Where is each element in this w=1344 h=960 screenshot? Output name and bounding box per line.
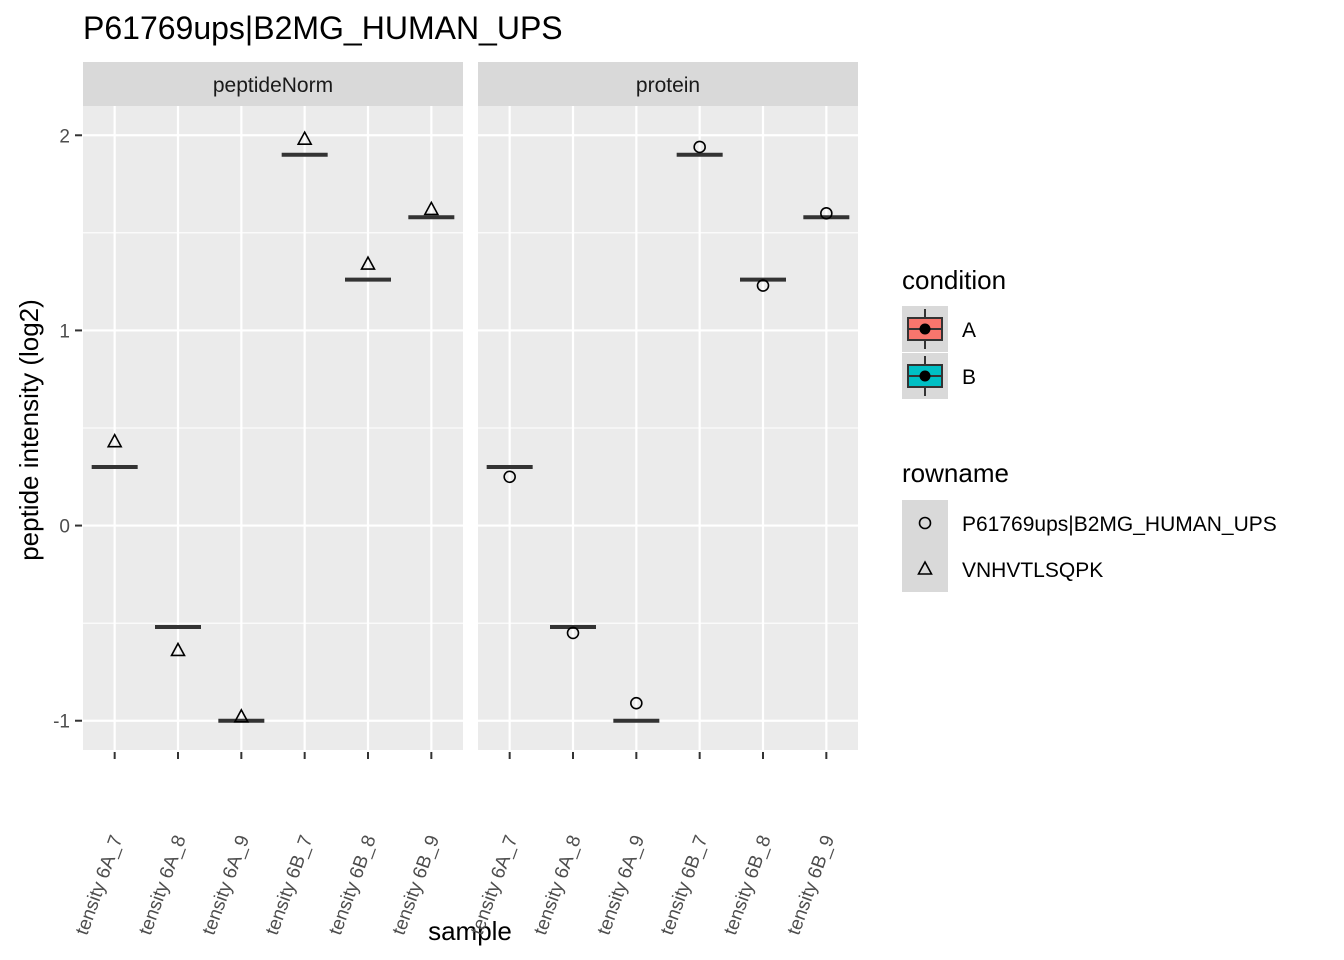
legend-title-rowname: rowname (902, 458, 1009, 488)
strip-label: protein (636, 74, 700, 97)
data-point-triangle (360, 255, 376, 270)
x-axis-title: sample (428, 916, 512, 946)
x-tick-label: tensity 6B_8 (325, 833, 381, 938)
x-tick-label: tensity 6A_7 (72, 833, 128, 938)
y-axis-title: peptide intensity (log2) (14, 299, 44, 561)
data-point-circle (630, 696, 643, 710)
x-tick-label: tensity 6A_8 (135, 833, 191, 938)
x-tick-label: tensity 6B_7 (657, 833, 713, 938)
legend-triangle-symbol (917, 560, 933, 575)
legend-key-condition-A: A (902, 306, 976, 352)
data-point-triangle (296, 130, 313, 145)
legend-label: VNHVTLSQPK (962, 559, 1103, 582)
data-point-triangle (170, 641, 186, 657)
legend-dot (919, 323, 931, 335)
legend-key-background (902, 500, 948, 546)
legend-key-condition-B: B (902, 353, 976, 399)
data-point-circle (820, 207, 833, 220)
data-point-triangle (423, 200, 440, 216)
x-tick-label: tensity 6A_8 (530, 833, 586, 938)
strip-label: peptideNorm (213, 74, 333, 97)
legend-label: A (962, 319, 976, 342)
legend-circle-symbol (918, 516, 932, 530)
y-axis: -1 0 1 2 (53, 126, 82, 733)
data-point-triangle (233, 708, 250, 723)
data-point-circle (566, 626, 580, 640)
y-tick-label: 0 (59, 517, 70, 538)
x-tick-label: tensity 6A_9 (594, 833, 650, 938)
data-point-triangle (106, 432, 123, 448)
data-point-circle (693, 140, 706, 154)
legend-label: B (962, 366, 976, 389)
data-point-circle (503, 470, 516, 484)
legend-label: P61769ups|B2MG_HUMAN_UPS (962, 513, 1277, 536)
y-tick-label: 2 (59, 126, 70, 147)
legend-dot (919, 370, 931, 382)
legend-title-condition: condition (902, 265, 1006, 295)
x-tick-label: tensity 6B_8 (720, 833, 776, 938)
legend-key-rowname-0: P61769ups|B2MG_HUMAN_UPS (902, 500, 1277, 546)
chart-title: P61769ups|B2MG_HUMAN_UPS (83, 10, 563, 46)
y-tick-label: 1 (59, 321, 70, 342)
data-point-circle (756, 279, 770, 292)
legend-key-background (902, 546, 948, 592)
strip-background (83, 62, 463, 106)
strip-background (478, 62, 858, 106)
x-tick-label: tensity 6B_9 (784, 833, 840, 938)
legend-key-rowname-1: VNHVTLSQPK (902, 546, 1103, 592)
x-tick-label: tensity 6A_9 (199, 833, 255, 938)
y-tick-label: -1 (53, 712, 70, 733)
x-tick-label: tensity 6B_7 (262, 833, 318, 938)
